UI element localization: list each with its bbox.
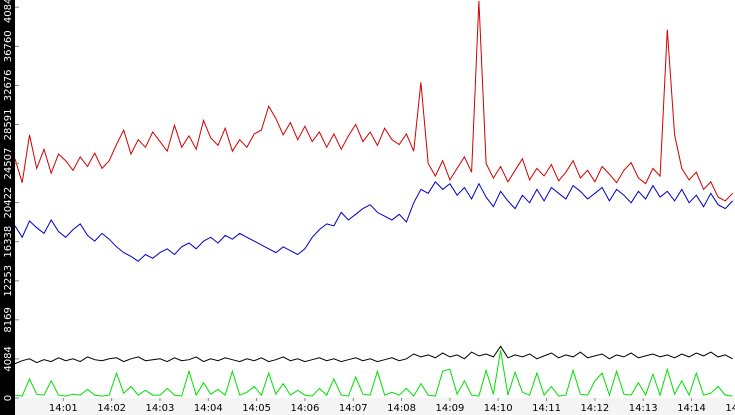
x-tick-label: 14:09 <box>435 403 464 414</box>
x-tick-label: 14:15 <box>725 403 735 414</box>
x-tick-label: 14:05 <box>242 403 271 414</box>
y-tick-label: 32676 <box>3 69 14 101</box>
x-tick-label: 14:07 <box>339 403 368 414</box>
x-tick-label: 14:01 <box>49 403 78 414</box>
x-tick-label: 14:03 <box>146 403 175 414</box>
x-tick-label: 14:02 <box>97 403 126 414</box>
y-axis-strip <box>0 0 15 415</box>
y-tick-label: 28591 <box>3 109 14 141</box>
plot-area <box>14 0 733 397</box>
x-axis-strip <box>15 398 735 415</box>
x-tick-label: 14:08 <box>387 403 416 414</box>
x-tick-label: 14:13 <box>629 403 658 414</box>
series-line <box>14 345 733 365</box>
x-tick-label: 14:04 <box>194 403 223 414</box>
x-tick-label: 14:14 <box>677 403 706 414</box>
y-tick-label: 12253 <box>3 265 14 297</box>
x-tick-label: 14:12 <box>580 403 609 414</box>
x-tick-label: 14:11 <box>532 403 561 414</box>
y-tick-label: 0 <box>3 395 14 401</box>
x-tick-label: 14:06 <box>291 403 320 414</box>
y-tick-label: 20422 <box>3 187 14 219</box>
y-tick-label: 8169 <box>3 307 14 332</box>
x-tick-label: 14:10 <box>484 403 513 414</box>
y-tick-label: 40845 <box>3 0 14 23</box>
series-line <box>14 350 733 397</box>
y-tick-label: 16338 <box>3 226 14 258</box>
y-tick-label: 24507 <box>3 148 14 180</box>
series-line <box>14 0 733 202</box>
y-tick-label: 4084 <box>3 346 14 371</box>
y-tick-label: 36760 <box>3 30 14 62</box>
series-line <box>14 180 733 262</box>
